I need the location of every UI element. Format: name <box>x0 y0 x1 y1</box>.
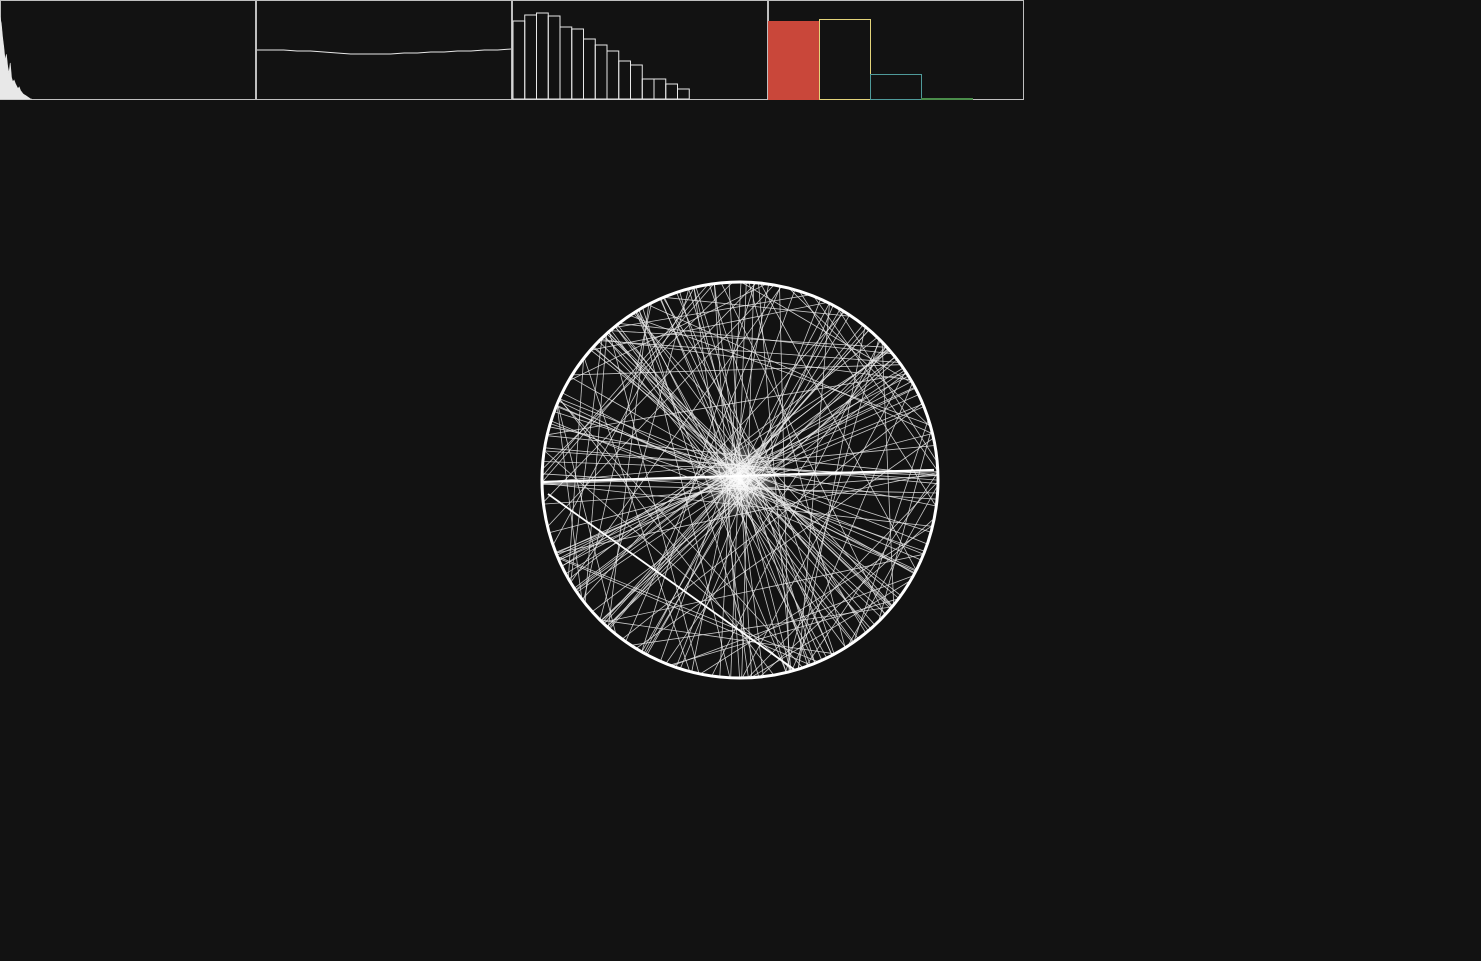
string-line <box>747 481 939 679</box>
string-line <box>699 525 933 675</box>
string-line <box>584 333 608 604</box>
string-line <box>599 619 835 655</box>
string-line <box>570 286 782 583</box>
string-line <box>797 326 866 670</box>
histogram-bar <box>594 44 608 100</box>
string-line <box>720 282 886 616</box>
string-line <box>583 357 691 672</box>
string-line <box>607 304 650 628</box>
histogram-bar <box>524 14 537 100</box>
string-line <box>881 342 895 605</box>
string-line <box>663 296 852 317</box>
string-line <box>567 358 584 579</box>
histogram-bar <box>583 38 596 100</box>
string-line <box>625 286 782 642</box>
string-line <box>847 485 939 647</box>
panel-frequency-spectrum <box>0 0 256 100</box>
energy-bar <box>819 19 871 100</box>
string-line <box>665 346 887 664</box>
string-line <box>813 295 939 472</box>
diagonal-streak <box>547 493 796 671</box>
panel-waveform <box>256 0 512 100</box>
histogram-bar <box>547 15 561 100</box>
string-line <box>568 283 767 382</box>
histogram-bar <box>677 88 690 100</box>
waveform-line <box>257 48 512 55</box>
histogram-bar <box>512 20 526 100</box>
energy-bar <box>870 74 922 100</box>
string-line <box>878 429 932 622</box>
outer-ring <box>540 280 940 680</box>
panel-band-histogram <box>512 0 768 100</box>
string-line <box>669 598 899 666</box>
center-glow <box>702 442 778 518</box>
string-line <box>748 282 846 648</box>
spectrum-area <box>0 17 32 100</box>
string-line <box>599 288 690 621</box>
string-line <box>556 404 583 600</box>
histogram-bar <box>653 78 667 100</box>
panel-band-energy <box>768 0 1024 100</box>
string-line <box>608 331 700 674</box>
string-line <box>542 281 734 470</box>
string-line <box>779 285 790 672</box>
string-line <box>572 364 902 376</box>
frequency-spectrum-frame <box>0 0 256 100</box>
histogram-bar <box>606 50 620 100</box>
string-line <box>613 294 811 329</box>
energy-bar <box>921 98 973 100</box>
string-line <box>600 339 911 381</box>
string-line <box>785 338 880 673</box>
string-line <box>635 437 934 649</box>
band-histogram-frame <box>512 0 768 100</box>
string-line <box>557 403 617 635</box>
string-line <box>641 282 756 653</box>
string-line <box>602 553 924 623</box>
string-line <box>671 575 914 667</box>
string-line <box>543 450 794 672</box>
histogram-bar <box>559 26 573 100</box>
energy-bar <box>768 21 820 100</box>
string-line <box>741 371 906 679</box>
circle-visualizer <box>540 280 940 680</box>
string-line <box>759 518 935 678</box>
waveform-frame <box>256 0 512 100</box>
histogram-bar <box>536 12 549 100</box>
string-line <box>599 340 900 363</box>
string-line <box>791 382 913 672</box>
histogram-bar <box>618 60 631 100</box>
string-line <box>541 283 715 483</box>
string-line <box>570 337 603 583</box>
histogram-bar <box>630 64 643 100</box>
histogram-bar <box>665 83 678 100</box>
histogram-bar <box>571 28 584 100</box>
string-line <box>621 402 923 640</box>
string-line <box>547 373 908 436</box>
analysis-panel-strip <box>0 0 1024 100</box>
string-line <box>629 315 931 426</box>
string-line <box>583 302 652 602</box>
string-line <box>547 284 775 527</box>
histogram-bar <box>641 78 655 100</box>
string-line <box>590 302 828 351</box>
string-line <box>638 309 731 678</box>
string-line <box>557 557 811 666</box>
string-line <box>543 282 757 503</box>
